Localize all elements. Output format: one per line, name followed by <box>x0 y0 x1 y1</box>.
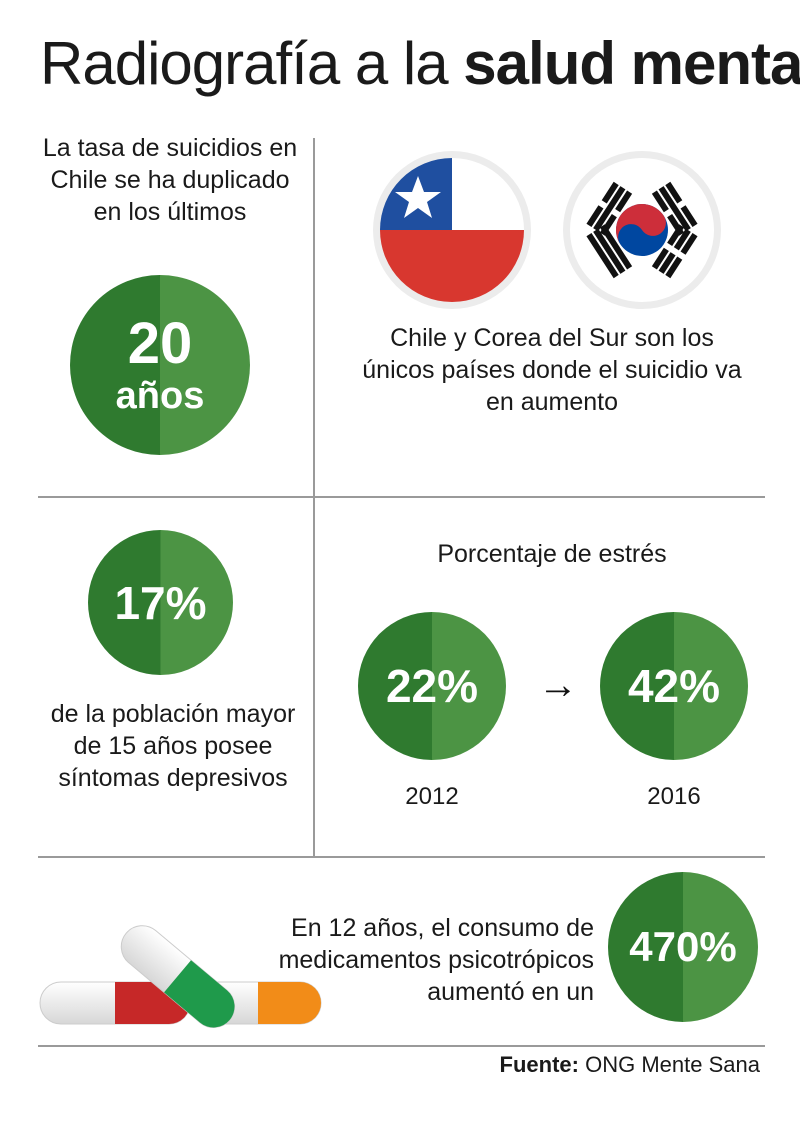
stress-2012-circle: 22% <box>358 612 506 760</box>
stress-2016-year: 2016 <box>647 783 701 810</box>
stress-title: Porcentaje de estrés <box>437 540 667 568</box>
years-circle: 20 años <box>70 275 250 455</box>
medication-caption: En 12 años, el consumo de medicamentos p… <box>278 914 594 1006</box>
stress-2016-value: 42% <box>627 660 721 712</box>
years-number: 20 <box>127 311 193 376</box>
pills-illustration <box>39 925 322 1028</box>
depression-circle: 17% <box>88 530 233 675</box>
divider-horizontal-1 <box>38 496 765 498</box>
depression-value: 17% <box>114 576 207 629</box>
source-line: Fuente: ONG Mente Sana <box>500 1052 760 1078</box>
depression-caption: de la población mayor de 15 años posee s… <box>50 700 296 792</box>
medication-value: 470% <box>629 923 737 970</box>
title-light: Radiografía a la <box>40 30 449 97</box>
title-bold: salud mental <box>463 30 800 97</box>
divider-horizontal-2 <box>38 856 765 858</box>
years-unit: años <box>115 375 205 417</box>
page-title: Radiografía a la salud mental <box>40 28 800 100</box>
stress-2016-circle: 42% <box>600 612 748 760</box>
divider-vertical-middle <box>313 498 315 856</box>
divider-vertical-top <box>313 138 315 496</box>
medication-circle: 470% <box>608 872 758 1022</box>
source-label: Fuente: <box>499 1052 579 1077</box>
arrow-right-icon: → <box>538 663 578 707</box>
countries-caption: Chile y Corea del Sur son los únicos paí… <box>362 324 742 416</box>
pill-green-icon <box>120 925 236 1028</box>
south-korea-flag-icon <box>563 151 721 309</box>
source-name: ONG Mente Sana <box>585 1052 760 1077</box>
divider-horizontal-3 <box>38 1045 765 1047</box>
chile-flag-icon <box>373 151 531 309</box>
suicide-intro-text: La tasa de suicidios en Chile se ha dupl… <box>42 134 298 226</box>
stress-2012-value: 22% <box>385 660 479 712</box>
stress-2012-year: 2012 <box>405 783 459 810</box>
